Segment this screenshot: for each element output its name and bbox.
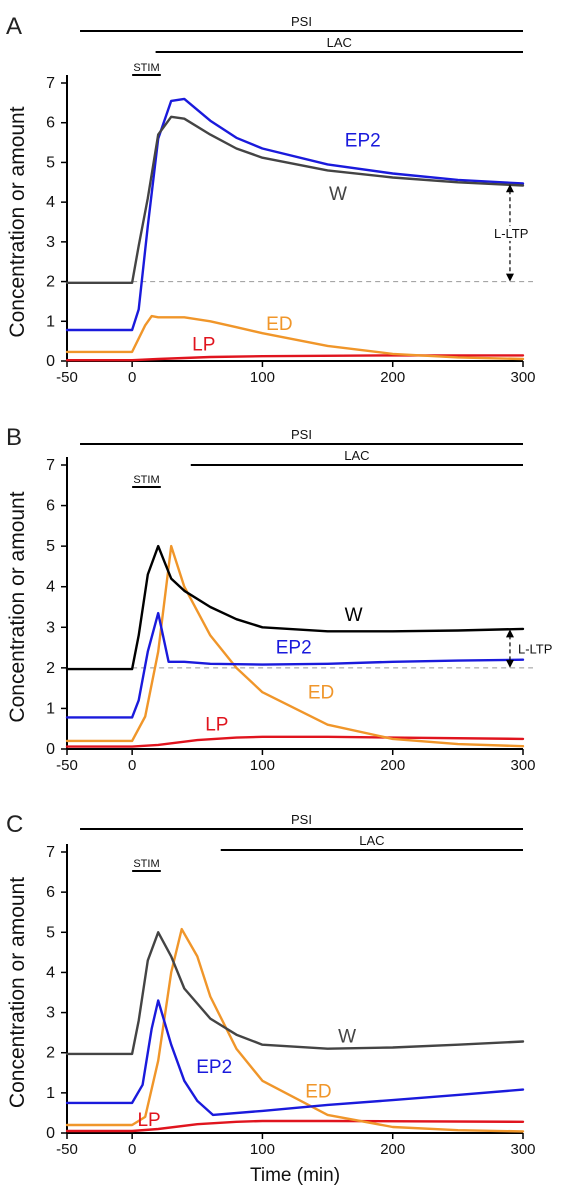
y-tick-label: 0 bbox=[46, 1125, 55, 1142]
series-label-lp: LP bbox=[192, 335, 215, 356]
series-label-w: W bbox=[338, 1027, 356, 1048]
panel-letter: C bbox=[6, 811, 23, 838]
series-label-w: W bbox=[345, 605, 363, 626]
arrow-up-icon bbox=[505, 629, 514, 638]
y-axis-label: Concentration or amount bbox=[6, 106, 29, 337]
l-ltp-annotation: L-LTP bbox=[491, 184, 538, 282]
bar-label-psi: PSI bbox=[291, 427, 312, 442]
y-tick-label: 3 bbox=[46, 619, 55, 636]
x-tick-label: 0 bbox=[128, 757, 136, 774]
l-ltp-label: L-LTP bbox=[494, 226, 528, 241]
y-tick-label: 3 bbox=[46, 1005, 55, 1022]
x-tick-label: 100 bbox=[250, 757, 275, 774]
series-line-ep2 bbox=[65, 97, 525, 332]
bar-label-psi: PSI bbox=[291, 812, 312, 827]
y-axis-label: Concentration or amount bbox=[6, 877, 29, 1108]
y-tick-label: 1 bbox=[46, 700, 55, 717]
x-tick-label: 200 bbox=[380, 757, 405, 774]
stim-label: STIM bbox=[133, 858, 159, 870]
x-tick-label: -50 bbox=[56, 369, 78, 386]
series-line-ep2 bbox=[65, 999, 525, 1117]
panel-letter: A bbox=[6, 13, 22, 40]
y-tick-label: 7 bbox=[46, 457, 55, 474]
y-tick-label: 4 bbox=[46, 964, 55, 981]
y-tick-label: 1 bbox=[46, 313, 55, 330]
y-tick-label: 2 bbox=[46, 660, 55, 677]
arrow-down-icon bbox=[505, 659, 514, 668]
x-tick-label: 300 bbox=[510, 1141, 535, 1158]
bar-label-lac: LAC bbox=[359, 833, 384, 848]
series-label-ed: ED bbox=[308, 682, 334, 703]
x-axis-label: Time (min) bbox=[250, 1165, 340, 1186]
series-line-ed bbox=[65, 544, 525, 748]
bar-label-psi: PSI bbox=[291, 14, 312, 29]
x-tick-label: 100 bbox=[250, 369, 275, 386]
y-tick-label: 4 bbox=[46, 579, 55, 596]
y-tick-label: 5 bbox=[46, 538, 55, 555]
l-ltp-label-bg bbox=[491, 225, 538, 241]
series-line-ed bbox=[65, 927, 525, 1133]
panel-letter: B bbox=[6, 424, 22, 451]
x-tick-label: 100 bbox=[250, 1141, 275, 1158]
l-ltp-label: L-LTP bbox=[518, 642, 552, 657]
bar-label-lac: LAC bbox=[327, 35, 352, 50]
y-tick-label: 5 bbox=[46, 924, 55, 941]
x-tick-label: 200 bbox=[380, 1141, 405, 1158]
y-tick-label: 2 bbox=[46, 274, 55, 291]
y-tick-label: 7 bbox=[46, 844, 55, 861]
series-label-ep2: EP2 bbox=[276, 638, 312, 659]
bar-label-lac: LAC bbox=[344, 448, 369, 463]
stim-label: STIM bbox=[133, 62, 159, 74]
x-tick-label: 0 bbox=[128, 1141, 136, 1158]
series-label-ed: ED bbox=[266, 314, 292, 335]
series-label-ep2: EP2 bbox=[196, 1057, 232, 1078]
series-label-ed: ED bbox=[305, 1082, 331, 1103]
l-ltp-annotation: L-LTP bbox=[505, 629, 552, 668]
x-tick-label: -50 bbox=[56, 1141, 78, 1158]
y-tick-label: 6 bbox=[46, 498, 55, 515]
series-line-w bbox=[65, 544, 525, 671]
series-label-w: W bbox=[329, 184, 347, 205]
arrow-up-icon bbox=[505, 184, 514, 193]
y-tick-label: 0 bbox=[46, 353, 55, 370]
x-tick-label: 300 bbox=[510, 757, 535, 774]
x-tick-label: -50 bbox=[56, 757, 78, 774]
x-tick-label: 200 bbox=[380, 369, 405, 386]
x-tick-label: 0 bbox=[128, 369, 136, 386]
series-line-lp bbox=[65, 354, 525, 362]
y-tick-label: 3 bbox=[46, 234, 55, 251]
x-tick-label: 300 bbox=[510, 369, 535, 386]
series-line-w bbox=[65, 115, 525, 284]
y-tick-label: 4 bbox=[46, 194, 55, 211]
series-line-lp bbox=[65, 735, 525, 748]
arrow-down-icon bbox=[505, 273, 514, 282]
series-label-lp: LP bbox=[137, 1110, 160, 1131]
series-line-lp bbox=[65, 1119, 525, 1133]
y-axis-label: Concentration or amount bbox=[6, 491, 29, 722]
series-label-ep2: EP2 bbox=[345, 131, 381, 152]
y-tick-label: 5 bbox=[46, 154, 55, 171]
y-tick-label: 6 bbox=[46, 115, 55, 132]
series-line-w bbox=[65, 931, 525, 1056]
y-tick-label: 2 bbox=[46, 1045, 55, 1062]
series-label-lp: LP bbox=[205, 715, 228, 736]
stim-label: STIM bbox=[133, 474, 159, 486]
y-tick-label: 6 bbox=[46, 884, 55, 901]
y-tick-label: 7 bbox=[46, 75, 55, 92]
series-line-ep2 bbox=[65, 611, 525, 719]
y-tick-label: 1 bbox=[46, 1085, 55, 1102]
y-tick-label: 0 bbox=[46, 741, 55, 758]
series-line-ed bbox=[65, 314, 525, 361]
